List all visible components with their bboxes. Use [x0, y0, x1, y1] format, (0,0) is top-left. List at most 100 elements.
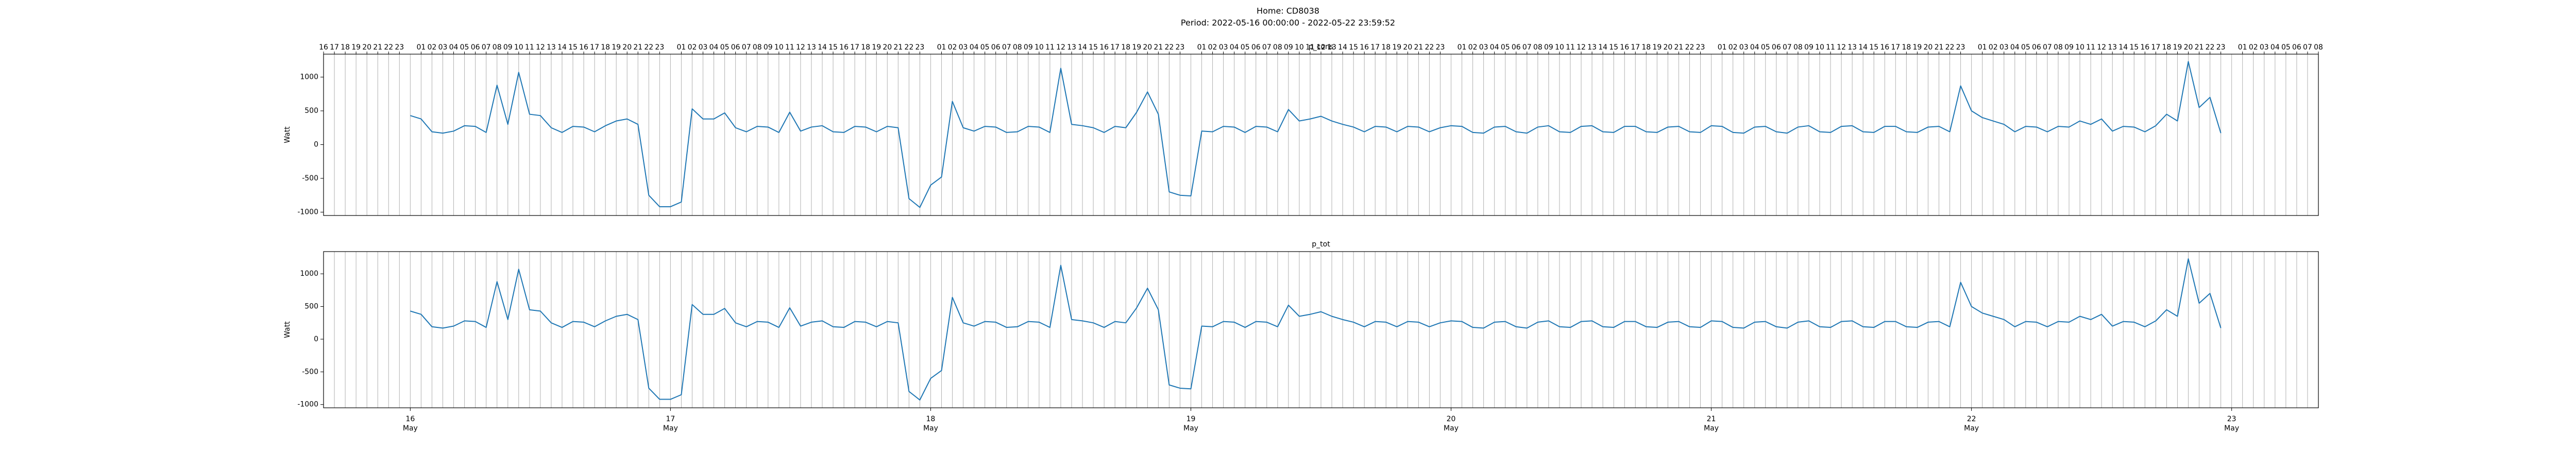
x2-tick-label: 11: [1306, 43, 1315, 52]
x2-tick-label: 17: [2151, 43, 2160, 52]
x2-tick-label: 01: [677, 43, 686, 52]
x-tick-label: 18 May: [923, 415, 938, 433]
x2-tick-label: 02: [1208, 43, 1217, 52]
x2-tick-label: 07: [2303, 43, 2312, 52]
figure-title: Home: CD8038: [1257, 6, 1319, 16]
x2-tick-label: 03: [438, 43, 448, 52]
y-tick-label: -500: [302, 368, 318, 376]
x2-tick-label: 03: [1219, 43, 1228, 52]
x2-tick-label: 07: [2043, 43, 2052, 52]
x2-tick-label: 16: [1099, 43, 1109, 52]
x2-tick-label: 20: [1403, 43, 1412, 52]
x2-tick-label: 18: [1641, 43, 1651, 52]
x2-tick-label: 08: [1013, 43, 1022, 52]
data-line: [410, 258, 2222, 401]
y-axis-label: Watt: [283, 321, 292, 338]
x2-tick-label: 23: [1696, 43, 1705, 52]
x2-tick-label: 13: [1848, 43, 1857, 52]
x2-tick-label: 22: [1945, 43, 1955, 52]
x2-tick-label: 07: [742, 43, 751, 52]
x2-tick-label: 10: [774, 43, 784, 52]
x2-tick-label: 17: [1891, 43, 1900, 52]
x2-tick-label: 04: [2010, 43, 2020, 52]
x2-tick-label: 10: [1815, 43, 1824, 52]
x2-tick-label: 17: [590, 43, 599, 52]
x2-tick-label: 08: [1273, 43, 1282, 52]
x-tick-label-line: 19: [1187, 415, 1196, 423]
x2-tick-label: 04: [709, 43, 719, 52]
x2-tick-label: 13: [1327, 43, 1336, 52]
x-tick-label-line: May: [1183, 424, 1198, 433]
x2-tick-label: 14: [1338, 43, 1347, 52]
x-tick-label-line: 17: [666, 415, 675, 423]
x2-tick-label: 16: [579, 43, 588, 52]
x2-tick-label: 15: [1869, 43, 1878, 52]
x2-tick-label: 09: [1284, 43, 1293, 52]
x2-tick-label: 04: [970, 43, 979, 52]
x-tick-label-line: 21: [1707, 415, 1716, 423]
x2-tick-label: 09: [1544, 43, 1553, 52]
x2-tick-label: 04: [449, 43, 459, 52]
x2-tick-label: 19: [1392, 43, 1401, 52]
x2-tick-label: 19: [872, 43, 881, 52]
x2-tick-label: 13: [807, 43, 816, 52]
x2-tick-label: 19: [2173, 43, 2182, 52]
x2-tick-label: 17: [850, 43, 859, 52]
x2-tick-label: 13: [1587, 43, 1597, 52]
x2-tick-label: 22: [904, 43, 913, 52]
y-axis-label: Watt: [283, 126, 292, 143]
x-tick-label-line: May: [923, 424, 938, 433]
x-tick-label: 17 May: [663, 415, 678, 433]
x2-tick-label: 14: [1078, 43, 1087, 52]
x2-tick-label: 23: [1956, 43, 1965, 52]
x2-tick-label: 05: [720, 43, 730, 52]
x2-tick-label: 16: [319, 43, 328, 52]
x2-tick-label: 23: [655, 43, 664, 52]
x2-tick-label: 01: [1197, 43, 1207, 52]
x2-tick-label: 10: [1295, 43, 1304, 52]
x2-tick-label: 02: [2249, 43, 2258, 52]
x2-tick-label: 01: [1458, 43, 1467, 52]
x2-tick-label: 02: [688, 43, 697, 52]
x-tick-label: 20 May: [1444, 415, 1459, 433]
x2-tick-label: 10: [2075, 43, 2084, 52]
x2-tick-label: 23: [395, 43, 404, 52]
x2-tick-label: 08: [2054, 43, 2063, 52]
subplot-title: p_tot: [1312, 240, 1330, 248]
x2-tick-label: 08: [1793, 43, 1803, 52]
x2-tick-label: 06: [471, 43, 480, 52]
y-tick-label: 500: [304, 302, 318, 310]
x2-tick-label: 19: [612, 43, 621, 52]
y-tick-label: 500: [304, 107, 318, 115]
x2-tick-label: 05: [1241, 43, 1250, 52]
x2-tick-label: 21: [893, 43, 903, 52]
x2-tick-label: 12: [1577, 43, 1586, 52]
x2-tick-label: 16: [1360, 43, 1369, 52]
x2-tick-label: 11: [1826, 43, 1835, 52]
x2-tick-label: 08: [493, 43, 502, 52]
x2-tick-label: 12: [796, 43, 805, 52]
x2-tick-label: 13: [2108, 43, 2117, 52]
x2-tick-label: 14: [1858, 43, 1868, 52]
x2-tick-label: 12: [1837, 43, 1846, 52]
x2-tick-label: 19: [1132, 43, 1141, 52]
x2-tick-label: 23: [2216, 43, 2226, 52]
y-tick-label: -500: [302, 174, 318, 183]
x2-tick-label: 10: [1555, 43, 1564, 52]
data-line: [410, 61, 2222, 208]
x-tick-label: 19 May: [1183, 415, 1198, 433]
x2-tick-label: 03: [2260, 43, 2269, 52]
x2-tick-label: 18: [341, 43, 350, 52]
x2-tick-label: 15: [1349, 43, 1358, 52]
x2-tick-label: 02: [1989, 43, 1998, 52]
x2-tick-label: 17: [1370, 43, 1380, 52]
y-tick-label: 0: [314, 140, 318, 148]
x2-tick-label: 20: [1663, 43, 1672, 52]
x2-tick-label: 22: [1685, 43, 1694, 52]
x2-tick-label: 11: [2086, 43, 2095, 52]
x2-tick-label: 01: [416, 43, 426, 52]
x-tick-label-line: 18: [926, 415, 936, 423]
x-tick-label-line: May: [2224, 424, 2239, 433]
y-tick-label: 1000: [300, 73, 318, 81]
x2-tick-label: 22: [384, 43, 393, 52]
